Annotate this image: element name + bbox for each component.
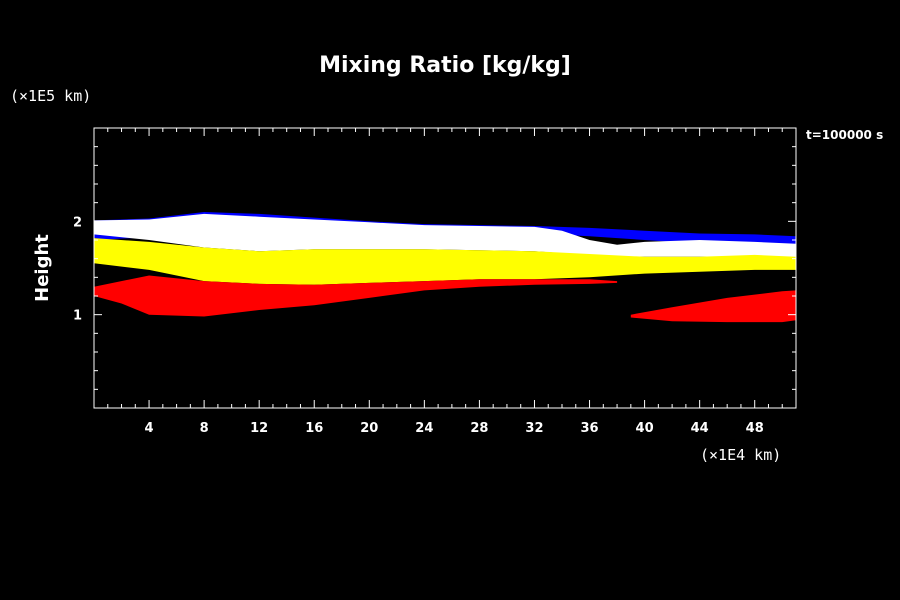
x-tick-label: 36: [580, 421, 598, 436]
mixing-ratio-layer-3: [94, 238, 796, 285]
y-axis-unit: (×1E5 km): [10, 87, 91, 105]
x-tick-label: 40: [636, 421, 654, 436]
x-tick-label: 12: [250, 421, 268, 436]
x-tick-label: 20: [360, 421, 378, 436]
mixing-ratio-layer-2: [94, 213, 796, 259]
x-tick-label: 32: [525, 421, 543, 436]
mixing-ratio-layer-4: [94, 275, 618, 317]
y-tick-label: 2: [73, 215, 82, 230]
chart-title: Mixing Ratio [kg/kg]: [319, 53, 571, 78]
x-tick-label: 8: [200, 421, 209, 436]
x-tick-label: 48: [746, 421, 764, 436]
x-axis-unit: (×1E4 km): [700, 446, 781, 464]
mixing-ratio-layers: [94, 212, 796, 323]
mixing-ratio-layer-5: [630, 290, 796, 323]
x-tick-label: 28: [470, 421, 488, 436]
x-tick-label: 44: [691, 421, 709, 436]
y-tick-label: 1: [73, 309, 82, 324]
time-label: t=100000 s: [806, 128, 883, 142]
x-tick-label: 24: [415, 421, 433, 436]
x-tick-label: 16: [305, 421, 323, 436]
x-tick-label: 4: [145, 421, 154, 436]
plot-frame: [93, 127, 797, 409]
y-axis-label: Height: [32, 234, 53, 302]
